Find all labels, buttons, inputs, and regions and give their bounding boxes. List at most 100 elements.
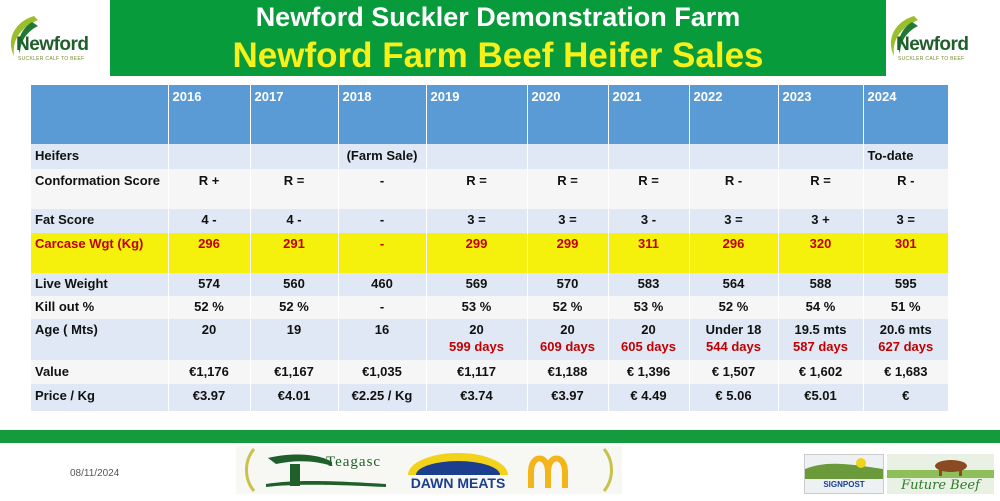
table-cell: 569: [425, 273, 527, 296]
table-cell: 19.5 mts 587 days: [777, 319, 863, 360]
table-cell: [526, 144, 608, 169]
right-bracket-icon: [602, 448, 613, 492]
table-row: Conformation Score R + R = - R = R = R =…: [31, 169, 948, 209]
table-cell: €1,035: [337, 360, 426, 384]
table-cell: 3 =: [862, 209, 948, 233]
age-days: 627 days: [878, 339, 934, 354]
teagasc-logo: Teagasc: [262, 450, 392, 490]
teagasc-emblem-icon: [266, 454, 386, 487]
table-cell: 3 =: [688, 209, 778, 233]
table-cell: €1,176: [167, 360, 250, 384]
table-row-highlight: Carcase Wgt (Kg) 296 291 - 299 299 311 2…: [31, 233, 948, 273]
table-cell: 296: [688, 233, 778, 273]
row-label-kill-out: Kill out %: [31, 296, 168, 319]
table-cell: 52 %: [526, 296, 608, 319]
table-cell: € 1,683: [862, 360, 948, 384]
year-header-row: 2016 2017 2018 2019 2020 2021 2022 2023 …: [31, 85, 948, 144]
future-beef-wordmark: Future Beef: [901, 478, 980, 493]
age-months: 19.5 mts: [794, 322, 847, 337]
table-cell: 53 %: [425, 296, 527, 319]
table-cell: 299: [526, 233, 608, 273]
table-cell: [167, 144, 250, 169]
age-months: 16: [374, 322, 390, 337]
age-days: 609 days: [540, 339, 595, 354]
table-cell: 595: [862, 273, 948, 296]
row-label-price-per-kg: Price / Kg: [31, 384, 168, 411]
slide-date: 08/11/2024: [70, 468, 120, 479]
table-cell: -: [337, 169, 426, 209]
table-cell: € 1,396: [607, 360, 689, 384]
row-label-fat-score: Fat Score: [31, 209, 168, 233]
table-cell: [425, 144, 527, 169]
table-cell: € 1,507: [688, 360, 778, 384]
table-cell: 20: [167, 319, 250, 360]
table-cell: 320: [777, 233, 863, 273]
page-subtitle: Newford Farm Beef Heifer Sales: [232, 36, 764, 75]
table-cell: (Farm Sale): [337, 144, 426, 169]
table-cell: €1,188: [526, 360, 608, 384]
table-cell: €3.97: [167, 384, 250, 411]
page-title: Newford Suckler Demonstration Farm: [255, 2, 741, 32]
table-cell: R -: [688, 169, 778, 209]
year-header: 2020: [526, 85, 608, 144]
table-cell: -: [337, 296, 426, 319]
table-row: Age ( Mts) 20 19 16 20 599 days 20 609 day…: [31, 319, 948, 360]
age-months: Under 18: [705, 322, 762, 337]
table-cell: -: [337, 209, 426, 233]
table-row: Kill out % 52 % 52 % - 53 % 52 % 53 % 52…: [31, 296, 948, 319]
dawn-meats-wordmark: DAWN MEATS: [410, 475, 506, 491]
table-cell: 52 %: [167, 296, 250, 319]
table-cell: 3 -: [607, 209, 689, 233]
age-months: 20: [469, 322, 484, 337]
year-header: 2023: [777, 85, 863, 144]
table-cell: Under 18 544 days: [688, 319, 778, 360]
age-months: 19: [286, 322, 302, 337]
table-cell: R =: [249, 169, 338, 209]
table-row: Price / Kg €3.97 €4.01 €2.25 / Kg €3.74 …: [31, 384, 948, 411]
table-row: Value €1,176 €1,167 €1,035 €1,117 €1,188…: [31, 360, 948, 384]
table-cell: € 1,602: [777, 360, 863, 384]
table-cell: €2.25 / Kg: [337, 384, 426, 411]
table-cell: [607, 144, 689, 169]
table-row: Fat Score 4 - 4 - - 3 = 3 = 3 - 3 = 3 + …: [31, 209, 948, 233]
table-cell: 299: [425, 233, 527, 273]
table-cell: 4 -: [249, 209, 338, 233]
dawn-meats-logo: DAWN MEATS: [398, 453, 518, 491]
row-label-value: Value: [31, 360, 168, 384]
table-cell: 560: [249, 273, 338, 296]
signpost-wordmark: SIGNPOST: [823, 480, 865, 489]
leaf-swoosh-icon: [10, 16, 38, 56]
table-cell: R =: [526, 169, 608, 209]
table-cell: 20 605 days: [607, 319, 689, 360]
table-row: Live Weight 574 560 460 569 570 583 564 …: [31, 273, 948, 296]
newford-logo-right: Newford SUCKLER CALF TO BEEF: [882, 6, 982, 74]
table-cell: -: [337, 233, 426, 273]
table-cell: 51 %: [862, 296, 948, 319]
table-cell: 583: [607, 273, 689, 296]
table-cell: 53 %: [607, 296, 689, 319]
table-cell: 588: [777, 273, 863, 296]
table-cell: 291: [249, 233, 338, 273]
year-header: 2019: [425, 85, 527, 144]
table-cell: 296: [167, 233, 250, 273]
rising-sun-icon: [408, 453, 508, 475]
table-row: Heifers (Farm Sale) To-date: [31, 144, 948, 169]
row-label-heifers: Heifers: [31, 144, 168, 169]
table-cell: € 4.49: [607, 384, 689, 411]
age-days: 544 days: [706, 339, 761, 354]
future-beef-logo: Future Beef: [887, 454, 994, 494]
table-cell: €1,167: [249, 360, 338, 384]
table-cell: R =: [607, 169, 689, 209]
table-cell: [777, 144, 863, 169]
table-cell: 301: [862, 233, 948, 273]
year-header: 2016: [167, 85, 250, 144]
table-cell: €1,117: [425, 360, 527, 384]
table-cell: 19: [249, 319, 338, 360]
cattle-icon: [887, 460, 994, 478]
table-cell: 564: [688, 273, 778, 296]
left-bracket-icon: [245, 448, 256, 492]
year-header: 2024: [862, 85, 948, 144]
table-cell: 460: [337, 273, 426, 296]
row-label-age: Age ( Mts): [31, 319, 168, 360]
age-days: 599 days: [449, 339, 504, 354]
